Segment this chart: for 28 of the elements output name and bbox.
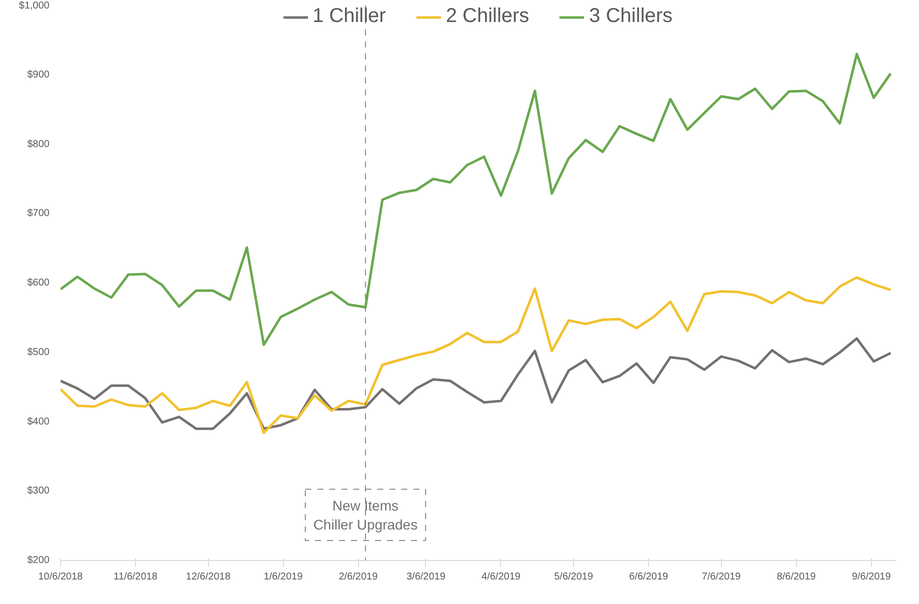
x-tick-label: 2/6/2019 bbox=[338, 572, 378, 582]
y-tick-label: $200 bbox=[27, 555, 50, 566]
legend-label: 2 Chillers bbox=[446, 5, 530, 28]
x-tick-label: 11/6/2018 bbox=[114, 572, 158, 582]
line-series bbox=[60, 337, 892, 430]
legend-label: 1 Chiller bbox=[312, 5, 386, 28]
legend-label: 3 Chillers bbox=[589, 5, 673, 28]
ref-line-label: New Items Chiller Upgrades bbox=[313, 497, 418, 532]
x-tick-label: 12/6/2018 bbox=[186, 572, 231, 582]
x-tick-label: 6/6/2019 bbox=[629, 572, 669, 582]
x-tick-label: 10/6/2018 bbox=[38, 572, 84, 582]
y-tick-label: $400 bbox=[27, 416, 50, 428]
x-tick-label: 3/6/2019 bbox=[406, 572, 446, 582]
y-tick-label: $900 bbox=[27, 69, 50, 80]
y-tick-label: $600 bbox=[27, 278, 50, 288]
y-tick-label: $700 bbox=[27, 208, 50, 220]
x-tick-label: 1/6/2019 bbox=[264, 572, 304, 582]
x-tick-label: 7/6/2019 bbox=[702, 572, 742, 582]
line-series bbox=[60, 276, 892, 434]
y-tick-label: $300 bbox=[27, 486, 50, 497]
y-tick-label: $1,000 bbox=[18, 0, 50, 12]
x-tick-label: 5/6/2019 bbox=[554, 572, 594, 582]
x-tick-label: 8/6/2019 bbox=[776, 572, 816, 582]
y-tick-label: $500 bbox=[27, 346, 50, 358]
y-tick-label: $800 bbox=[27, 138, 50, 150]
line-series bbox=[60, 52, 892, 346]
x-tick-label: 9/6/2019 bbox=[852, 572, 892, 582]
x-tick-label: 4/6/2019 bbox=[482, 572, 521, 582]
